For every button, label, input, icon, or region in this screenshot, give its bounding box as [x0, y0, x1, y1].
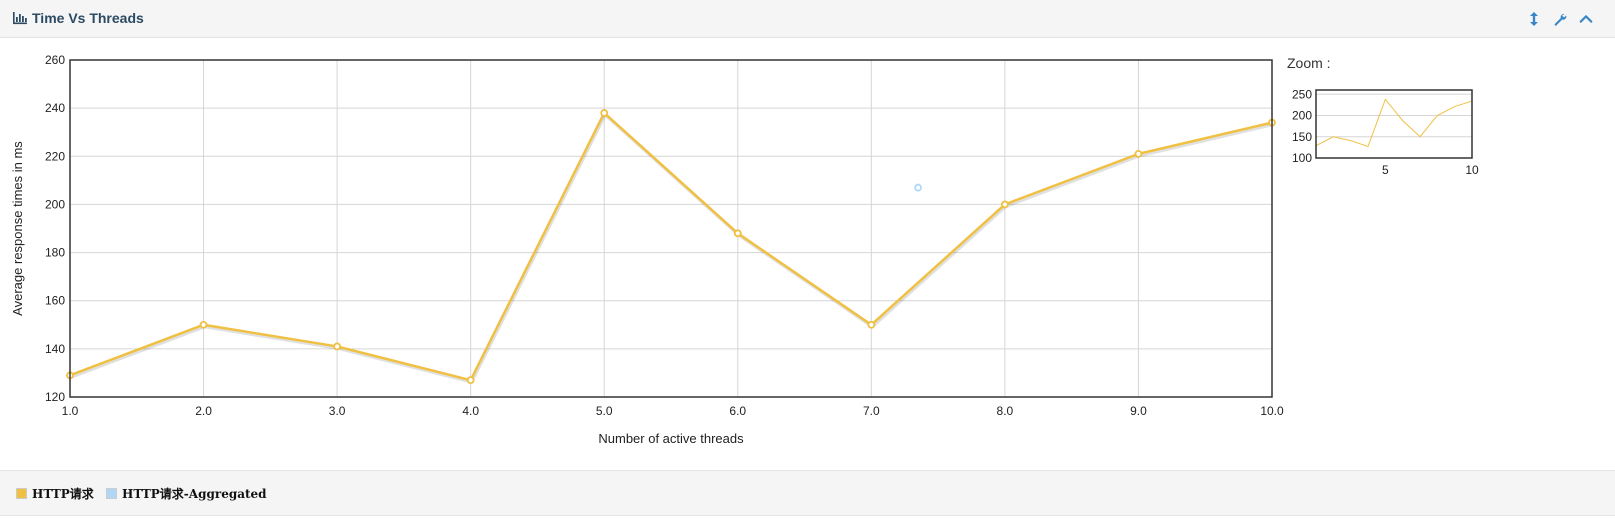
- data-point[interactable]: [199, 320, 208, 329]
- y-tick-label: 220: [45, 149, 65, 163]
- overview-y-tick-label: 150: [1292, 130, 1312, 144]
- overview-y-tick-label: 100: [1292, 151, 1312, 165]
- x-tick-label: 3.0: [329, 404, 346, 418]
- chevron-up-icon[interactable]: [1579, 11, 1593, 27]
- legend-label-aggregated: HTTP请求-Aggregated: [122, 487, 267, 501]
- data-point[interactable]: [600, 109, 609, 117]
- main-chart[interactable]: 120 140 160 180 200 220 240 260 1.0 2.0 3.0 4.0 5.0…: [0, 38, 1615, 458]
- overview-series-line: [1315, 98, 1473, 148]
- overview-frame[interactable]: [1315, 89, 1473, 159]
- data-point[interactable]: [333, 342, 342, 351]
- y-tick-label: 260: [45, 53, 65, 67]
- y-tick-label: 140: [45, 342, 65, 356]
- data-point[interactable]: [867, 320, 876, 329]
- legend-swatch-aggregated: [106, 488, 117, 499]
- panel-header: Time Vs Threads: [0, 0, 1615, 38]
- zoom-label: Zoom :: [1287, 55, 1331, 71]
- y-axis-label: Average response times in ms: [10, 141, 25, 316]
- x-tick-label: 6.0: [729, 404, 746, 418]
- x-tick-label: 9.0: [1130, 404, 1147, 418]
- x-tick-label: 2.0: [195, 404, 212, 418]
- y-tick-label: 200: [45, 197, 65, 211]
- x-tick-label: 4.0: [462, 404, 479, 418]
- x-axis-label: Number of active threads: [598, 431, 744, 446]
- data-point[interactable]: [733, 229, 742, 238]
- data-point[interactable]: [466, 376, 475, 385]
- overview-y-tick-label: 250: [1292, 87, 1312, 101]
- legend-item-aggregated[interactable]: HTTP请求-Aggregated: [106, 485, 267, 502]
- resize-icon[interactable]: [1527, 11, 1541, 27]
- overview-x-tick-label: 5: [1382, 163, 1389, 177]
- y-tick-label: 120: [45, 390, 65, 404]
- overview-x-tick-label: 10: [1465, 163, 1479, 177]
- y-tick-label: 160: [45, 294, 65, 308]
- y-tick-label: 180: [45, 246, 65, 260]
- legend-swatch-http: [16, 488, 27, 499]
- x-tick-label: 7.0: [863, 404, 880, 418]
- data-point[interactable]: [1000, 200, 1009, 209]
- panel-tools: [1527, 11, 1593, 27]
- x-tick-label: 5.0: [596, 404, 613, 418]
- legend-item-http[interactable]: HTTP请求: [16, 485, 94, 502]
- legend-bar: HTTP请求 HTTP请求-Aggregated: [0, 470, 1615, 516]
- x-tick-label: 1.0: [62, 404, 79, 418]
- series-line-0: [69, 111, 1273, 382]
- wrench-icon[interactable]: [1553, 11, 1567, 27]
- plot-frame: [69, 59, 1273, 398]
- series-shadow: [70, 112, 1274, 384]
- legend-label-http: HTTP请求: [32, 487, 94, 501]
- chart-area: 120 140 160 180 200 220 240 260 1.0 2.0 3.0 4.0 5.0…: [0, 38, 1615, 458]
- panel-title: Time Vs Threads: [12, 10, 144, 26]
- y-tick-label: 240: [45, 101, 65, 115]
- data-point[interactable]: [1134, 149, 1143, 158]
- bar-chart-icon: [13, 12, 27, 25]
- data-point[interactable]: [914, 183, 922, 192]
- x-tick-label: 10.0: [1260, 404, 1284, 418]
- panel-title-text: Time Vs Threads: [32, 10, 144, 26]
- x-tick-label: 8.0: [997, 404, 1014, 418]
- overview-y-tick-label: 200: [1292, 109, 1312, 123]
